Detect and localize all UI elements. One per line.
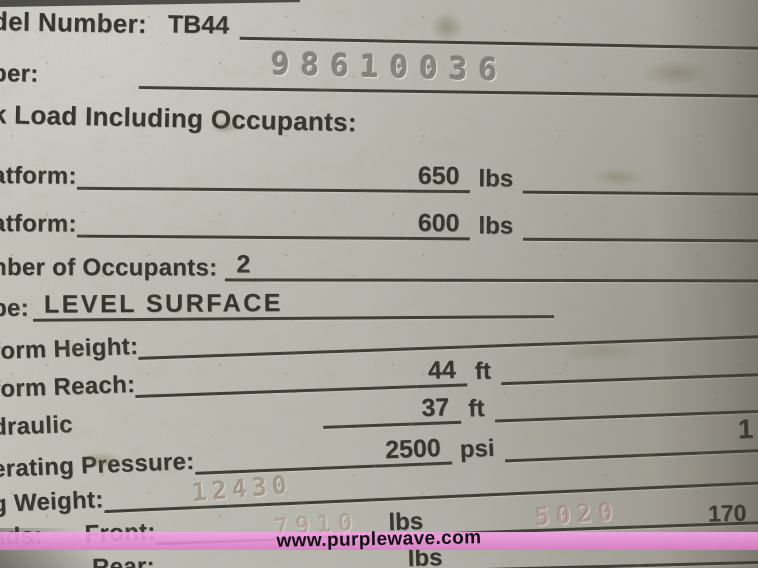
cut-off-number-fragment: 1 (737, 413, 754, 445)
platform-load-row-2: atform: 600 lbs (0, 206, 758, 243)
fill-line (154, 564, 401, 568)
fill-line (494, 403, 758, 423)
platform-reach-unit: ft (474, 357, 492, 386)
fill-line (261, 272, 758, 283)
serial-number-row: ber: 98610036 (0, 46, 758, 99)
serial-number-label: ber: (0, 60, 39, 88)
surface-type-value: LEVEL SURFACE (32, 288, 295, 322)
fill-line (76, 180, 407, 193)
rear-axle-label: Rear: (91, 552, 156, 568)
platform-height-label: form Height: (0, 333, 139, 366)
load-section-heading-row: k Load Including Occupants: (0, 97, 758, 147)
platform-label: atform: (0, 210, 77, 238)
platform-reach-value: 44 (416, 355, 468, 389)
fill-line (76, 228, 407, 240)
spacer (38, 87, 138, 90)
hydraulic-unit: ft (467, 395, 485, 423)
platform-load-unit: lbs (478, 165, 514, 193)
platform-load-value: 650 (406, 161, 471, 194)
spacer (147, 37, 157, 39)
operating-pressure-value: 2500 (373, 433, 453, 468)
model-number-value: TB44 (167, 10, 230, 40)
load-section-heading: k Load Including Occupants: (0, 98, 358, 138)
platform-label: atform: (0, 162, 77, 190)
spacer (73, 428, 323, 439)
front-axle-stamped-value-2: 5020 (534, 496, 621, 532)
operating-weight-label: g Weight: (0, 486, 105, 519)
fill-line (452, 554, 758, 568)
hydraulic-label: draulic (0, 411, 74, 442)
fill-line (523, 184, 758, 196)
spacer (217, 280, 225, 282)
fill-line: 98610036 (138, 46, 758, 98)
occupants-label: nber of Occupants: (0, 254, 218, 282)
serial-number-stamped-value: 98610036 (270, 46, 509, 89)
watermark-url-text: www.purplewave.com (276, 527, 482, 552)
model-number-row: del Number: TB44 (0, 4, 758, 51)
platform-load-value: 600 (406, 208, 471, 241)
fill-line (523, 231, 758, 243)
fill-line (322, 416, 412, 429)
occupants-row: nber of Occupants: 2 (0, 250, 758, 283)
cut-off-number-fragment: 170 (707, 499, 747, 527)
occupants-value: 2 (225, 250, 262, 282)
watermark-band (0, 532, 758, 550)
operating-pressure-unit: psi (459, 434, 495, 464)
platform-load-unit: lbs (478, 212, 514, 240)
model-number-label: del Number: (0, 5, 148, 39)
platform-reach-label: form Reach: (0, 371, 136, 404)
hydraulic-value: 37 (409, 392, 461, 426)
platform-load-row-1: atform: 650 lbs (0, 158, 758, 197)
surface-type-label: pe: (0, 294, 30, 323)
